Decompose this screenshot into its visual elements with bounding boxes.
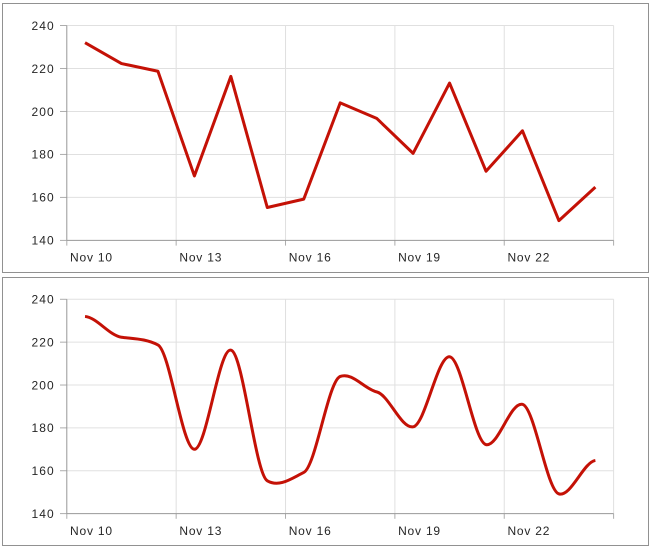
svg-text:Nov 19: Nov 19 — [398, 251, 441, 265]
svg-text:Nov 22: Nov 22 — [507, 251, 550, 265]
svg-text:220: 220 — [31, 335, 54, 349]
svg-text:Nov 10: Nov 10 — [70, 251, 113, 265]
svg-text:140: 140 — [31, 507, 54, 521]
svg-text:Nov 16: Nov 16 — [289, 524, 332, 538]
svg-text:240: 240 — [31, 19, 54, 33]
svg-text:240: 240 — [31, 293, 54, 307]
svg-text:160: 160 — [31, 464, 54, 478]
svg-text:Nov 22: Nov 22 — [507, 524, 550, 538]
svg-text:Nov 16: Nov 16 — [289, 251, 332, 265]
svg-text:Nov 13: Nov 13 — [179, 251, 222, 265]
svg-text:140: 140 — [31, 234, 54, 248]
svg-text:160: 160 — [31, 191, 54, 205]
svg-text:200: 200 — [31, 105, 54, 119]
svg-text:Nov 13: Nov 13 — [179, 524, 222, 538]
svg-text:180: 180 — [31, 421, 54, 435]
svg-text:220: 220 — [31, 62, 54, 76]
svg-text:180: 180 — [31, 148, 54, 162]
svg-text:Nov 10: Nov 10 — [70, 524, 113, 538]
svg-text:Nov 19: Nov 19 — [398, 524, 441, 538]
svg-text:200: 200 — [31, 378, 54, 392]
